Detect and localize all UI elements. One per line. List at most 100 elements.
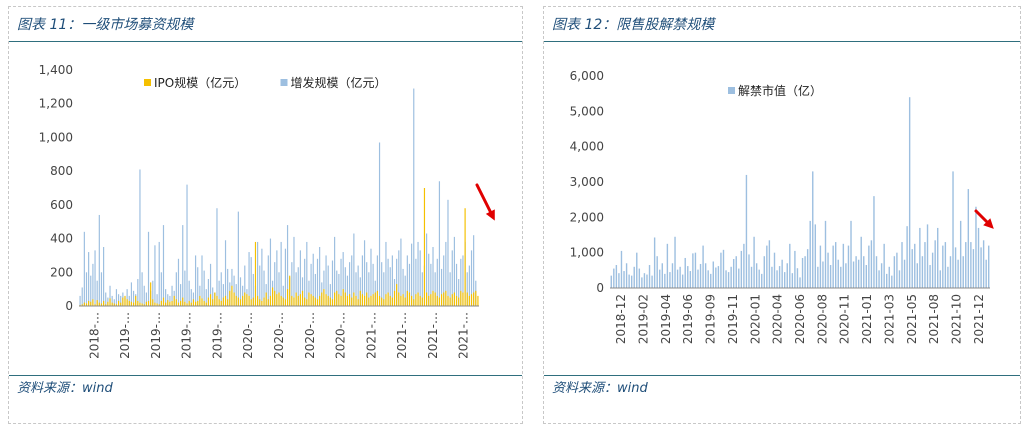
bar (207, 297, 209, 306)
x-tick-label: 2019-… (180, 312, 194, 359)
bar (628, 274, 630, 288)
bar (438, 181, 441, 306)
bar (141, 272, 143, 306)
bar (886, 273, 888, 288)
bar (835, 242, 837, 288)
bar (451, 294, 453, 306)
bar (694, 252, 697, 288)
bar (257, 241, 259, 306)
legend-label: 解禁市值（亿） (738, 83, 822, 98)
bar (957, 259, 959, 288)
bar (169, 301, 171, 306)
bar (378, 142, 381, 306)
bar (738, 268, 740, 288)
x-tick-label: 2020-04 (771, 294, 785, 344)
bar (453, 236, 455, 306)
bar (842, 243, 845, 288)
bar (426, 292, 428, 306)
bar (267, 255, 269, 306)
bar (381, 297, 383, 306)
bar (329, 284, 331, 306)
bar (415, 294, 417, 306)
bar (400, 238, 402, 306)
bar (453, 292, 455, 306)
bar (109, 285, 111, 306)
bar (717, 266, 720, 288)
bar (692, 253, 694, 288)
bar (263, 297, 265, 306)
bar (261, 248, 263, 306)
x-tick-label: 2019-… (210, 312, 224, 359)
bar (893, 256, 896, 288)
bar (329, 297, 331, 306)
bar (977, 227, 980, 288)
y-tick-label: 400 (50, 232, 73, 246)
bar (924, 242, 926, 288)
bar (117, 300, 120, 306)
bar (962, 256, 964, 288)
bar (413, 299, 415, 306)
bar (319, 295, 321, 306)
bar (92, 299, 94, 306)
bar (233, 275, 235, 306)
bar (162, 297, 165, 306)
bar (784, 272, 786, 288)
bar (926, 224, 929, 288)
bar (440, 268, 443, 306)
bar (860, 236, 862, 288)
bar (929, 265, 931, 288)
bar (344, 292, 346, 306)
bar (201, 255, 203, 306)
bar (194, 255, 197, 306)
bar (242, 285, 244, 306)
bar (346, 275, 349, 306)
bar (773, 252, 776, 288)
bar (786, 263, 788, 288)
figure-title: 图表 11：一级市场募资规模 (17, 17, 194, 33)
bar (295, 292, 297, 306)
bar (434, 272, 436, 306)
bar (641, 277, 643, 288)
x-tick-label: 2020-… (303, 312, 317, 359)
bar (794, 250, 796, 288)
bar (449, 297, 451, 306)
bar (934, 240, 936, 288)
x-tick-label: 2021-12 (972, 294, 986, 344)
bar (873, 196, 875, 288)
bar (291, 262, 293, 306)
bar (342, 252, 344, 306)
bar (432, 290, 434, 306)
x-tick-label: 2020-01 (748, 294, 762, 344)
bar (81, 287, 83, 306)
bar (840, 266, 842, 288)
bar (259, 265, 261, 306)
bar (908, 97, 911, 288)
bar (304, 297, 306, 306)
bar (445, 290, 447, 306)
bar (735, 256, 737, 288)
bar (468, 265, 470, 306)
bar (458, 279, 460, 306)
bar (812, 171, 814, 288)
bar (791, 273, 794, 288)
bar (625, 263, 628, 288)
y-tick-label: 3,000 (570, 175, 604, 189)
bar (220, 300, 222, 306)
bar (92, 263, 94, 306)
bar (445, 241, 447, 306)
bar (906, 226, 908, 288)
bar (88, 300, 90, 306)
bar (162, 225, 165, 306)
bar (676, 269, 679, 288)
red-arrow-icon (974, 209, 994, 229)
unlock-value-chart: 0 1,000 2,000 3,000 4,000 5,000 6,000 2018-12 20… (570, 69, 994, 344)
bar (143, 304, 145, 306)
bar (827, 252, 829, 288)
bar (357, 265, 359, 306)
source-rule (9, 375, 522, 376)
bar (192, 292, 195, 306)
bar (789, 243, 791, 288)
bar (975, 206, 977, 288)
bar (684, 257, 686, 288)
bar (753, 236, 755, 288)
